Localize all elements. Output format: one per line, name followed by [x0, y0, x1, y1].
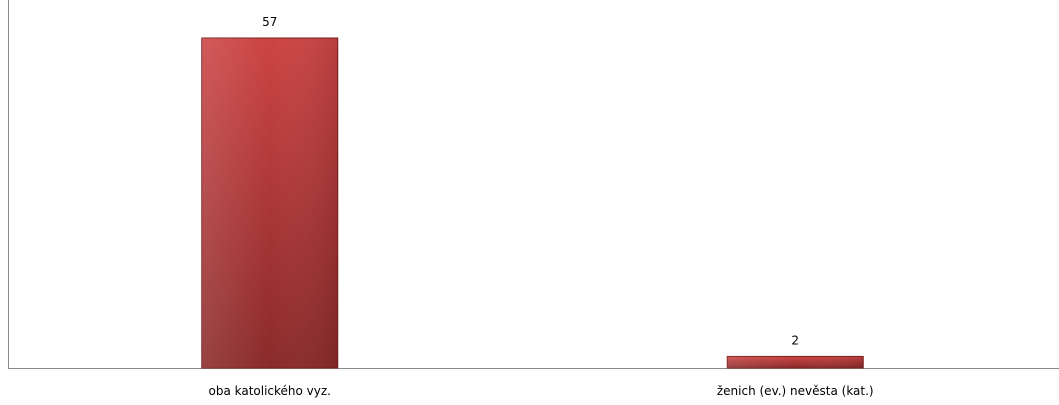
data-label-0: 57	[262, 15, 277, 29]
x-tick-label-0: oba katolického vyz.	[208, 384, 331, 398]
data-label-1: 2	[791, 333, 799, 347]
bar-shine-1	[727, 356, 864, 368]
bar-shine-0	[201, 38, 338, 368]
x-tick-label-1: ženich (ev.) nevěsta (kat.)	[717, 384, 874, 398]
data-labels: 57 2	[262, 15, 799, 347]
x-tick-labels: oba katolického vyz. ženich (ev.) nevěsta…	[208, 384, 873, 398]
bars	[201, 37, 864, 369]
